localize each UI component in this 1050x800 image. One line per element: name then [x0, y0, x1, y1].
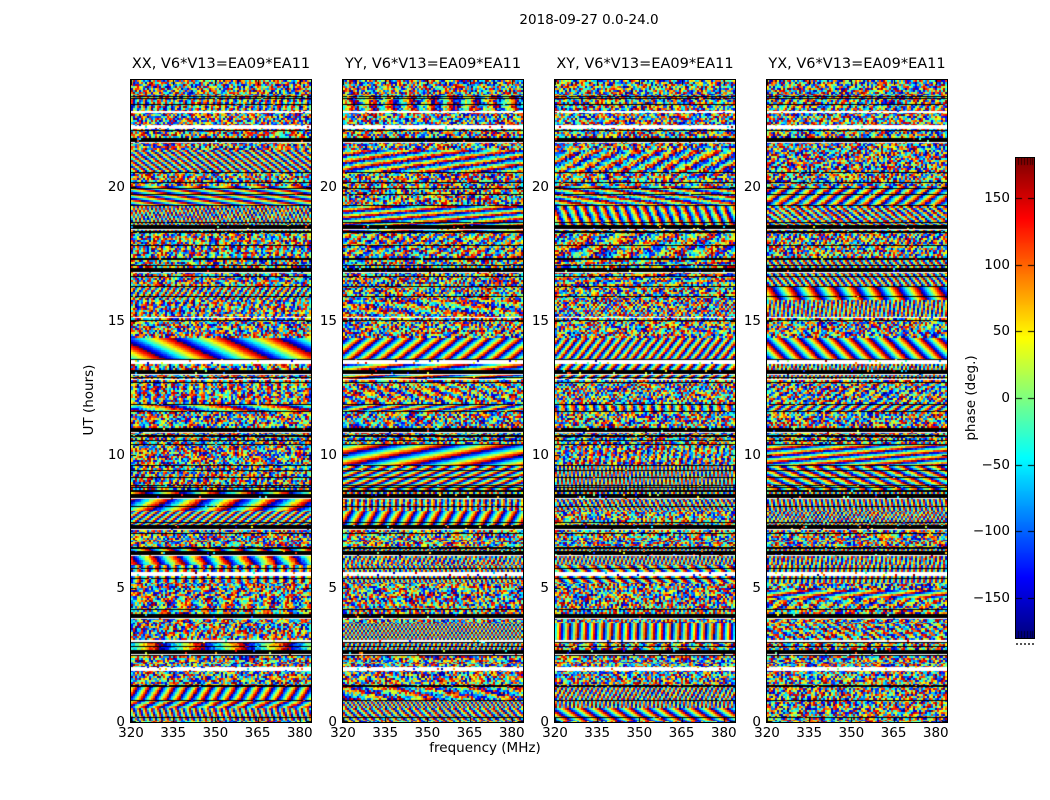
x-tick-label: 320: [118, 725, 144, 741]
colorbar: [1015, 157, 1035, 639]
y-tick-label: 0: [116, 714, 125, 730]
y-tick-label: 20: [531, 179, 549, 195]
y-tick-label: 0: [752, 714, 761, 730]
x-tick-label: 320: [754, 725, 780, 741]
heatmap-yx: [766, 79, 948, 723]
colorbar-tick-label: 150: [984, 190, 1010, 206]
x-tick-label: 350: [202, 725, 229, 741]
y-tick-label: 10: [743, 446, 761, 463]
colorbar-tick-label: 50: [992, 323, 1010, 340]
y-tick-label: 5: [752, 580, 761, 597]
x-tick-label: 320: [542, 725, 568, 741]
y-tick-label: 20: [107, 179, 125, 195]
x-tick-label: 335: [796, 725, 823, 741]
colorbar-minor-dots: [1016, 643, 1034, 645]
colorbar-tick-label: −100: [972, 523, 1010, 540]
colorbar-tick-label: 0: [1001, 390, 1010, 406]
y-tick-label: 15: [319, 312, 337, 329]
figure-title: 2018-09-27 0.0-24.0: [519, 12, 659, 28]
x-tick-label: 365: [456, 725, 483, 741]
x-tick-label: 335: [372, 725, 399, 741]
y-tick-label: 5: [328, 580, 337, 597]
x-tick-label: 380: [710, 725, 737, 741]
y-tick-label: 10: [531, 446, 549, 463]
y-tick-label: 10: [107, 446, 125, 463]
colorbar-label: phase (deg.): [963, 355, 979, 441]
panel-title-xx: XX, V6*V13=EA09*EA11: [131, 56, 311, 72]
x-tick-label: 365: [668, 725, 695, 741]
colorbar-tick-label: −150: [972, 590, 1010, 606]
y-tick-label: 15: [531, 312, 549, 329]
x-tick-label: 350: [626, 725, 653, 741]
x-tick-label: 365: [244, 725, 271, 741]
y-tick-label: 20: [743, 179, 761, 195]
y-tick-label: 15: [743, 312, 761, 329]
panel-title-xy: XY, V6*V13=EA09*EA11: [556, 56, 734, 72]
colorbar-tick-label: 100: [984, 256, 1010, 273]
colorbar-tick-label: −50: [981, 456, 1011, 473]
x-tick-label: 335: [160, 725, 187, 741]
y-tick-label: 10: [319, 446, 337, 463]
y-tick-label: 20: [319, 179, 337, 195]
y-tick-label: 0: [540, 714, 549, 730]
y-tick-label: 5: [540, 580, 549, 597]
x-tick-label: 380: [498, 725, 525, 741]
y-tick-label: 15: [107, 312, 125, 329]
x-tick-label: 350: [838, 725, 865, 741]
heatmap-yy: [342, 79, 524, 723]
x-tick-label: 380: [922, 725, 949, 741]
panel-title-yy: YY, V6*V13=EA09*EA11: [344, 56, 522, 72]
y-axis-label: UT (hours): [81, 364, 97, 436]
heatmap-xx: [130, 79, 312, 723]
x-axis-label: frequency (MHz): [429, 740, 541, 756]
y-tick-label: 5: [116, 580, 125, 597]
x-tick-label: 335: [584, 725, 611, 741]
x-tick-label: 365: [880, 725, 907, 741]
heatmap-xy: [554, 79, 736, 723]
x-tick-label: 380: [286, 725, 313, 741]
panel-title-yx: YX, V6*V13=EA09*EA11: [768, 56, 946, 72]
x-tick-label: 350: [414, 725, 441, 741]
x-tick-label: 320: [330, 725, 356, 741]
y-tick-label: 0: [328, 714, 337, 730]
